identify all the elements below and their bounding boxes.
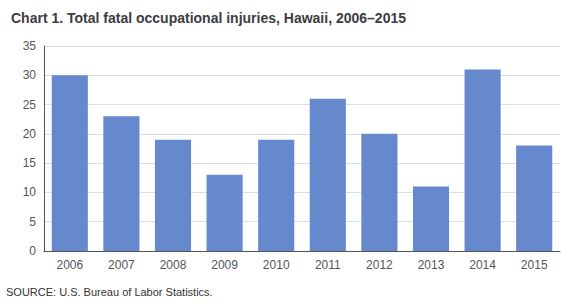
- svg-text:35: 35: [23, 39, 37, 53]
- svg-text:2010: 2010: [263, 258, 290, 272]
- svg-text:2007: 2007: [108, 258, 135, 272]
- svg-text:30: 30: [23, 68, 37, 82]
- svg-text:2006: 2006: [56, 258, 83, 272]
- svg-text:SOURCE: U.S. Bureau of Labor S: SOURCE: U.S. Bureau of Labor Statistics.: [6, 286, 213, 298]
- svg-text:2008: 2008: [160, 258, 187, 272]
- svg-text:15: 15: [23, 156, 37, 170]
- svg-text:5: 5: [29, 215, 36, 229]
- svg-text:2015: 2015: [521, 258, 548, 272]
- svg-text:10: 10: [23, 185, 37, 199]
- svg-text:2013: 2013: [418, 258, 445, 272]
- svg-text:2012: 2012: [366, 258, 393, 272]
- svg-text:2014: 2014: [469, 258, 496, 272]
- svg-text:2009: 2009: [211, 258, 238, 272]
- svg-text:2011: 2011: [315, 258, 341, 272]
- svg-text:Chart 1. Total fatal occupatio: Chart 1. Total fatal occupational injuri…: [11, 10, 406, 26]
- svg-text:0: 0: [29, 244, 36, 258]
- svg-text:25: 25: [23, 98, 37, 112]
- svg-text:20: 20: [23, 127, 37, 141]
